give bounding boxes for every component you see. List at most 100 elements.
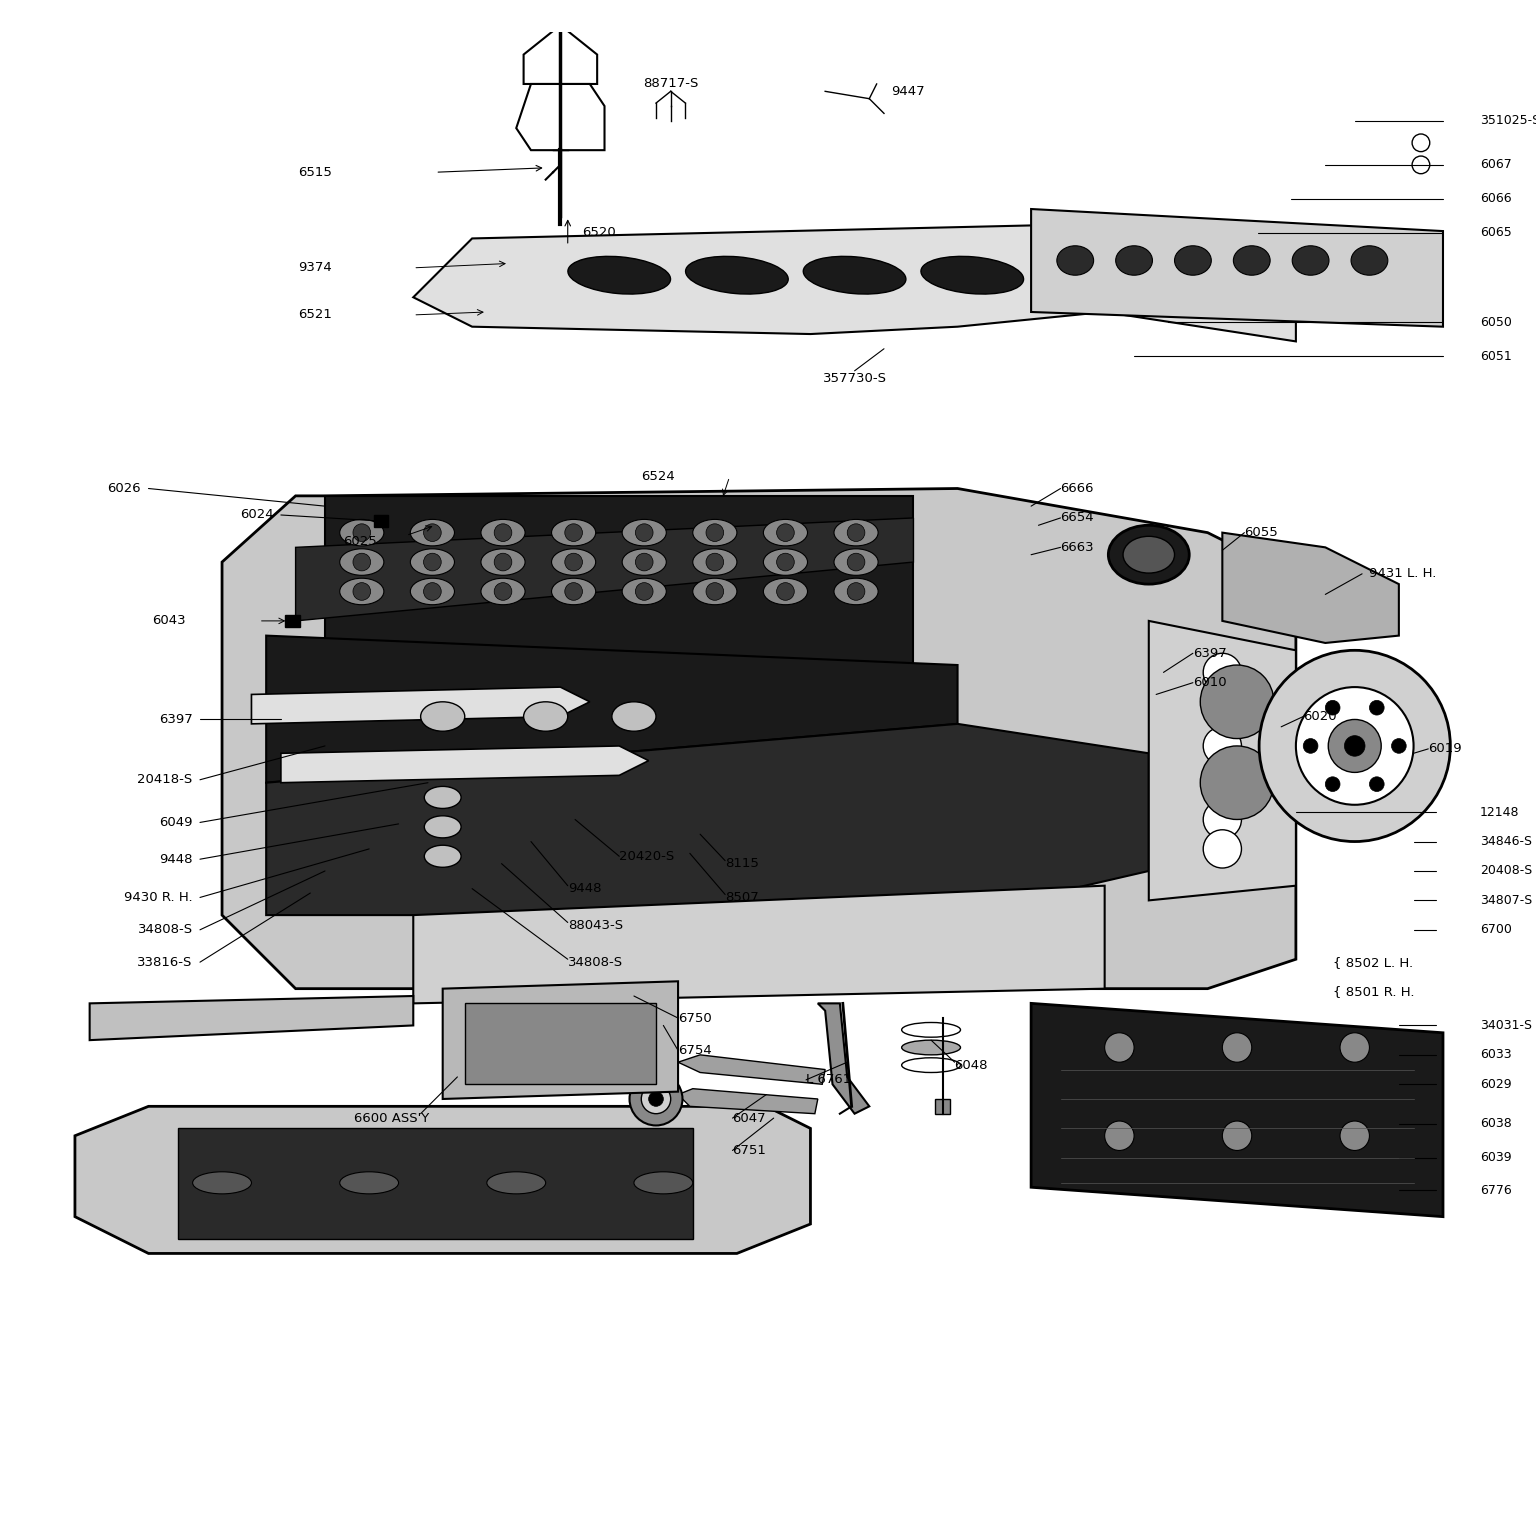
Text: 34846-S: 34846-S [1479,836,1531,848]
Ellipse shape [1175,246,1212,275]
Text: 6055: 6055 [1244,527,1278,539]
Polygon shape [413,224,1296,341]
Text: 34031-S: 34031-S [1479,1018,1531,1032]
Ellipse shape [902,1058,960,1072]
Ellipse shape [834,548,879,576]
Circle shape [848,553,865,571]
Ellipse shape [424,816,461,837]
Ellipse shape [481,519,525,545]
Circle shape [1303,739,1318,753]
Text: 34807-S: 34807-S [1479,894,1531,906]
Circle shape [1260,650,1450,842]
Text: 6020: 6020 [1303,710,1336,723]
Circle shape [848,524,865,542]
Text: 6666: 6666 [1060,482,1094,495]
Text: 6051: 6051 [1479,350,1511,362]
Text: 12148: 12148 [1479,805,1519,819]
Circle shape [1370,700,1384,716]
Circle shape [1203,727,1241,765]
Ellipse shape [424,786,461,808]
Text: 6600 ASS'Y: 6600 ASS'Y [355,1112,430,1124]
Circle shape [1296,687,1413,805]
Text: 6066: 6066 [1479,192,1511,206]
Circle shape [636,553,653,571]
Ellipse shape [192,1172,252,1193]
Ellipse shape [551,519,596,545]
Text: 6043: 6043 [152,614,186,627]
Ellipse shape [693,519,737,545]
Text: 6039: 6039 [1479,1152,1511,1164]
Text: 6038: 6038 [1479,1118,1511,1130]
Circle shape [642,1084,671,1114]
Ellipse shape [922,257,1023,293]
Circle shape [353,524,370,542]
Text: 6397: 6397 [1193,647,1227,660]
Circle shape [1203,690,1241,728]
Ellipse shape [763,519,808,545]
Ellipse shape [834,578,879,605]
Text: 6025: 6025 [343,535,376,548]
Ellipse shape [421,702,465,731]
Ellipse shape [424,845,461,868]
Ellipse shape [410,548,455,576]
Polygon shape [266,636,957,783]
Ellipse shape [685,257,788,293]
Text: 6048: 6048 [954,1058,988,1072]
Ellipse shape [834,519,879,545]
Ellipse shape [524,702,568,731]
Text: { 8502 L. H.: { 8502 L. H. [1333,955,1413,969]
Ellipse shape [622,548,667,576]
Ellipse shape [803,257,906,293]
Ellipse shape [551,548,596,576]
Ellipse shape [622,519,667,545]
Ellipse shape [339,548,384,576]
Bar [935,1098,951,1114]
Text: 6654: 6654 [1060,511,1094,524]
Ellipse shape [481,548,525,576]
Circle shape [1370,777,1384,791]
Circle shape [707,524,723,542]
Ellipse shape [339,578,384,605]
Circle shape [648,1092,664,1106]
Circle shape [1339,1121,1370,1150]
Text: 6754: 6754 [677,1044,711,1057]
Circle shape [424,582,441,601]
Polygon shape [252,687,590,723]
Circle shape [1392,739,1407,753]
Ellipse shape [1233,246,1270,275]
Text: 9448: 9448 [160,852,192,866]
Text: 6050: 6050 [1479,316,1511,329]
Text: 6520: 6520 [582,226,616,240]
Text: 6750: 6750 [677,1012,711,1025]
Circle shape [1326,777,1339,791]
Circle shape [1329,719,1381,773]
Circle shape [495,582,511,601]
Bar [178,1129,693,1238]
Circle shape [1344,736,1366,756]
Text: 6776: 6776 [1479,1184,1511,1197]
Text: 6010: 6010 [1193,676,1227,690]
Circle shape [777,553,794,571]
Circle shape [1203,829,1241,868]
Text: 6700: 6700 [1479,923,1511,937]
Ellipse shape [339,519,384,545]
Ellipse shape [763,578,808,605]
Circle shape [1203,653,1241,691]
Circle shape [353,582,370,601]
Bar [465,1003,656,1084]
Bar [286,614,300,627]
Polygon shape [223,488,1296,989]
Text: 8115: 8115 [725,857,759,869]
Text: 9448: 9448 [568,882,601,895]
Text: 9431 L. H.: 9431 L. H. [1370,567,1436,581]
Circle shape [777,524,794,542]
Ellipse shape [1292,246,1329,275]
Text: 20408-S: 20408-S [1479,865,1531,877]
Polygon shape [1149,621,1296,900]
Polygon shape [281,746,648,783]
Text: 8507: 8507 [725,891,759,905]
Circle shape [1200,746,1273,820]
Text: 20418-S: 20418-S [137,773,192,786]
Text: 6067: 6067 [1479,158,1511,172]
Circle shape [707,582,723,601]
